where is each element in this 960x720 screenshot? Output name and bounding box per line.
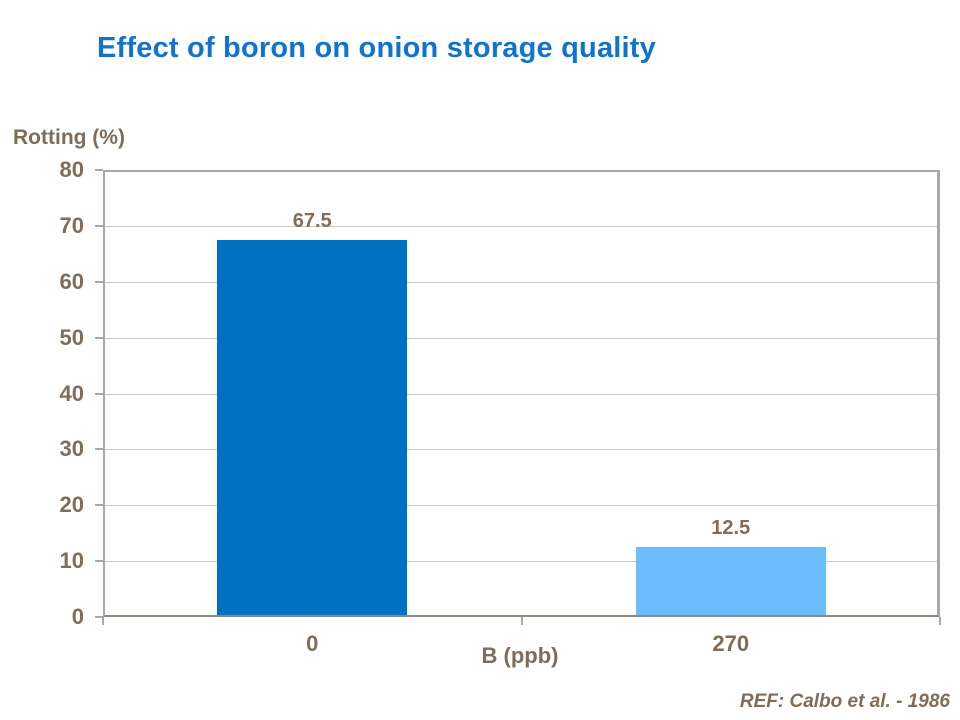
gridline (105, 225, 937, 227)
gridline (105, 449, 937, 451)
y-tick-mark (95, 448, 103, 451)
y-tick-label: 70 (59, 212, 84, 238)
gridline (105, 337, 937, 339)
gridline (105, 281, 937, 283)
y-tick-label: 80 (59, 157, 84, 182)
x-tick-mark (520, 617, 523, 625)
y-tick-mark (95, 224, 103, 227)
gridline (105, 561, 937, 563)
reference-citation: REF: Calbo et al. - 1986 (739, 691, 950, 712)
y-tick-mark (95, 392, 103, 395)
y-tick-label: 60 (59, 268, 84, 294)
y-tick-label: 0 (71, 604, 84, 629)
bar-270 (635, 547, 826, 615)
y-tick-mark (95, 560, 103, 563)
y-tick-label: 50 (59, 324, 84, 350)
y-tick-mark (95, 280, 103, 283)
y-tick-mark (95, 616, 103, 618)
gridline (105, 393, 937, 395)
bar-0 (217, 239, 408, 615)
y-tick-label: 40 (59, 380, 84, 406)
x-tick-mark (939, 617, 941, 625)
x-category-label: 0 (306, 631, 319, 656)
y-tick-mark (95, 169, 103, 171)
x-tick-mark (102, 617, 104, 625)
y-tick-mark (95, 336, 103, 339)
bar-value-label: 67.5 (292, 209, 332, 232)
y-tick-label: 20 (59, 492, 84, 518)
x-axis-title: B (ppb) (481, 643, 559, 668)
y-tick-label: 30 (59, 436, 84, 462)
y-axis-title: Rotting (%) (13, 126, 125, 149)
plot-area (103, 170, 940, 617)
y-tick-mark (95, 504, 103, 507)
x-category-label: 270 (712, 631, 750, 656)
bar-value-label: 12.5 (711, 517, 751, 540)
y-tick-label: 10 (59, 548, 84, 574)
chart-title: Effect of boron on onion storage quality (97, 32, 656, 64)
gridline (105, 505, 937, 507)
